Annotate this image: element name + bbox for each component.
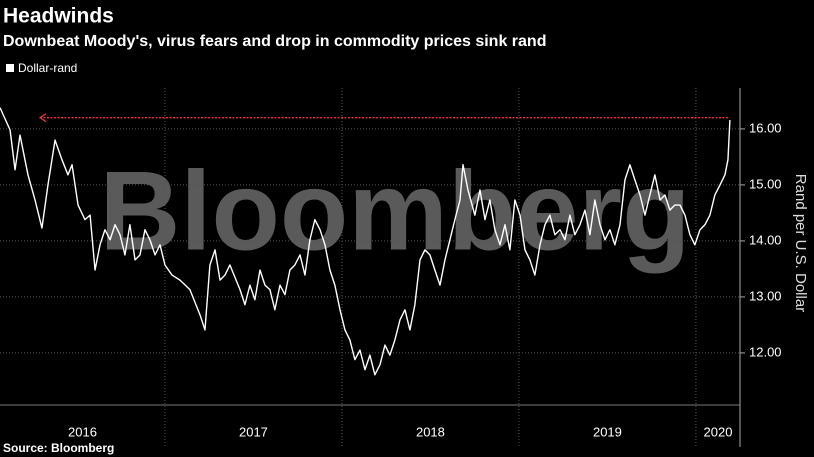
y-axis-label: Rand per U.S. Dollar bbox=[792, 174, 809, 312]
x-tick-label: 2019 bbox=[593, 424, 622, 439]
series-line bbox=[0, 107, 731, 376]
reference-arrow bbox=[38, 113, 47, 123]
y-tick-label: 12.00 bbox=[749, 344, 782, 359]
source: Source: Bloomberg bbox=[3, 441, 114, 455]
legend-swatch bbox=[6, 64, 14, 72]
y-tick-label: 16.00 bbox=[749, 120, 782, 135]
y-tick-label: 15.00 bbox=[749, 176, 782, 191]
x-tick-label: 2020 bbox=[704, 424, 733, 439]
x-tick-label: 2017 bbox=[239, 424, 268, 439]
legend-label: Dollar-rand bbox=[18, 61, 77, 75]
chart-subtitle: Downbeat Moody's, virus fears and drop i… bbox=[3, 33, 546, 50]
chart-title: Headwinds bbox=[3, 5, 114, 28]
x-tick-label: 2016 bbox=[68, 424, 97, 439]
y-tick-label: 14.00 bbox=[749, 232, 782, 247]
watermark: Bloomberg bbox=[99, 149, 690, 274]
x-tick-label: 2018 bbox=[416, 424, 445, 439]
y-tick-label: 13.00 bbox=[749, 288, 782, 303]
